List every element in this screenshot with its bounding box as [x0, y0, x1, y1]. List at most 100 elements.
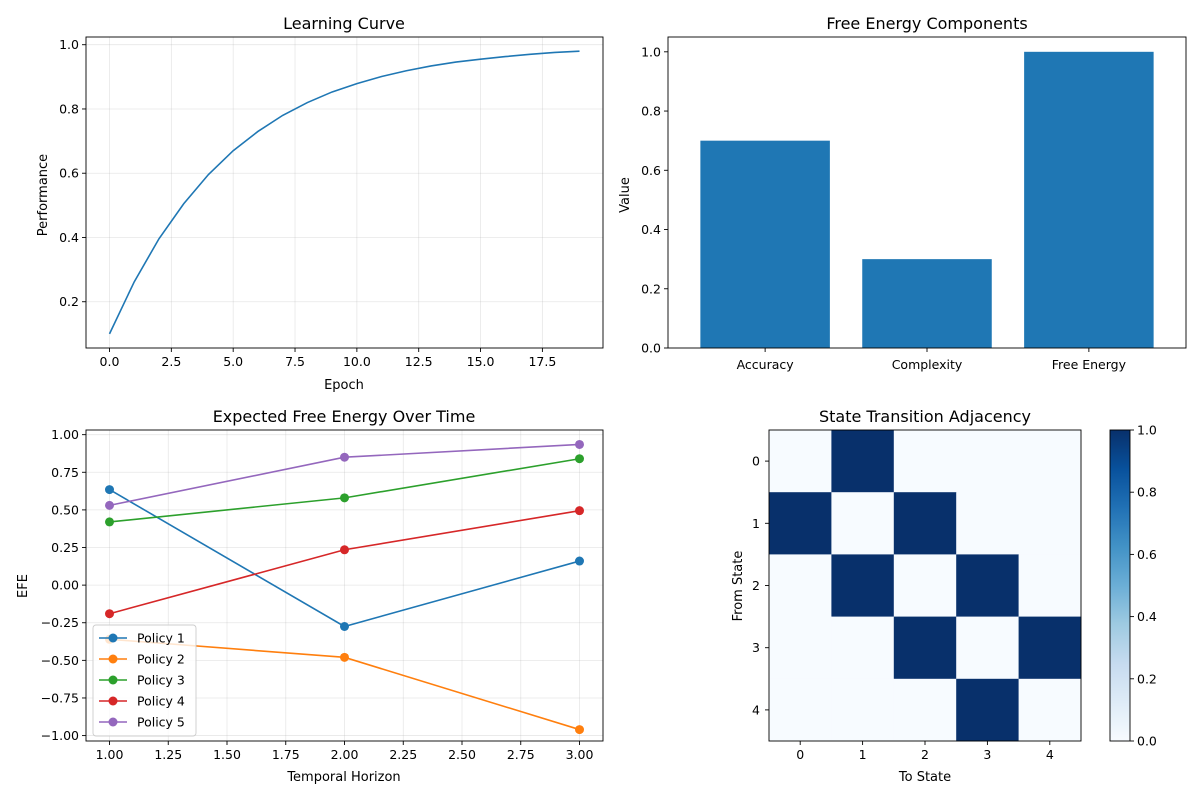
x-tick-label: 7.5: [285, 354, 305, 369]
free-energy-components-title: Free Energy Components: [826, 14, 1027, 33]
x-tick-label: Complexity: [892, 357, 963, 372]
policy-3-point: [575, 454, 584, 464]
heatmap-cell-3-0: [769, 616, 832, 680]
adjacency-title: State Transition Adjacency: [819, 407, 1031, 426]
learning-curve-frame: [85, 36, 604, 349]
y-tick-label: 0.6: [641, 163, 661, 178]
x-tick-label: 2.75: [507, 747, 535, 762]
y-tick-label: 1.0: [641, 44, 661, 59]
legend-label-policy-2: Policy 2: [137, 652, 185, 667]
policy-1-point: [575, 556, 584, 566]
legend-marker-policy-5: [108, 717, 118, 727]
x-tick-label: 3: [983, 747, 991, 762]
y-tick-label: 0.2: [641, 281, 661, 296]
legend-label-policy-3: Policy 3: [137, 673, 185, 688]
adjacency-ylabel: From State: [731, 551, 746, 622]
policy-2-point: [340, 652, 349, 662]
colorbar: [1110, 430, 1130, 741]
heatmap-cell-4-4: [1018, 678, 1082, 742]
policy-4-point: [105, 609, 114, 619]
y-tick-label: −1.00: [41, 728, 79, 743]
heatmap-cell-2-3: [956, 554, 1019, 617]
y-tick-label: 0.50: [51, 502, 79, 517]
free-energy-components-panel: Free Energy Components Value Accuracy Com…: [618, 14, 1187, 372]
x-tick-label: 12.5: [405, 354, 433, 369]
x-tick-label: 3.00: [566, 747, 594, 762]
policy-5-point: [340, 452, 349, 462]
legend-label-policy-4: Policy 4: [137, 694, 185, 709]
efe-xlabel: Temporal Horizon: [286, 770, 400, 785]
heatmap-cell-1-3: [956, 492, 1019, 555]
legend-marker-policy-3: [108, 675, 118, 685]
efe-marks: [105, 439, 584, 735]
y-tick-label: 0.8: [59, 101, 79, 116]
learning-curve-grid: [86, 37, 603, 348]
y-tick-label: 4: [752, 702, 760, 717]
heatmap-cell-2-2: [893, 554, 957, 617]
learning-curve-ylabel: Performance: [36, 154, 51, 236]
policy-5-point: [575, 439, 584, 449]
efe-legend: Policy 1 Policy 2 Policy 3 Policy 4 Policy 5: [92, 624, 197, 737]
heatmap-cell-4-2: [893, 678, 957, 742]
policy-3-point: [340, 493, 349, 503]
x-tick-label: 4: [1046, 747, 1054, 762]
policy-4-point: [340, 545, 349, 555]
y-tick-label: 0.6: [59, 166, 79, 181]
y-tick-label: 0.4: [641, 222, 661, 237]
efe-frame: [85, 429, 604, 742]
adjacency-cells: [769, 430, 1082, 742]
policy-3-point: [105, 517, 114, 527]
x-tick-label: 1.75: [272, 747, 300, 762]
heatmap-cell-0-4: [1018, 430, 1082, 493]
heatmap-cell-1-4: [1018, 492, 1082, 555]
heatmap-cell-2-1: [831, 554, 895, 617]
y-tick-label: 0.2: [59, 294, 79, 309]
efe-ylabel: EFE: [16, 574, 31, 598]
x-tick-label: 1.00: [96, 747, 124, 762]
colorbar-tick-label: 0.6: [1137, 547, 1157, 562]
y-tick-label: 1.00: [51, 427, 79, 442]
y-tick-label: 2: [752, 578, 760, 593]
legend-box: [92, 624, 197, 737]
free-energy-components-marks: [700, 51, 1154, 349]
heatmap-cell-2-0: [769, 554, 832, 617]
colorbar-frame: [1109, 429, 1131, 742]
y-tick-label: 1.0: [59, 37, 79, 52]
policy-5-point: [105, 500, 114, 510]
x-tick-label: 2.50: [448, 747, 476, 762]
y-tick-label: 3: [752, 640, 760, 655]
efe-title: Expected Free Energy Over Time: [213, 407, 476, 426]
heatmap-cell-3-2: [893, 616, 957, 680]
x-tick-label: 5.0: [223, 354, 243, 369]
x-tick-label: 2: [921, 747, 929, 762]
learning-curve-title: Learning Curve: [283, 14, 405, 33]
y-tick-label: −0.75: [41, 690, 79, 705]
heatmap-cell-3-1: [831, 616, 895, 680]
heatmap-cell-0-3: [956, 430, 1019, 493]
heatmap-cell-2-4: [1018, 554, 1082, 617]
y-tick-label: 0.8: [641, 104, 661, 119]
bar-free-energy: [1024, 51, 1154, 349]
colorbar-ticks: 0.0 0.2 0.4 0.6 0.8 1.0: [1130, 423, 1157, 749]
heatmap-cell-1-1: [831, 492, 895, 555]
x-tick-label: Free Energy: [1052, 357, 1127, 372]
colorbar-tick-label: 0.4: [1137, 609, 1157, 624]
heatmap-cell-4-0: [769, 678, 832, 742]
free-energy-components-frame: [667, 36, 1187, 349]
heatmap-cell-0-0: [769, 430, 832, 493]
x-tick-label: 0.0: [100, 354, 120, 369]
y-tick-label: 1: [752, 516, 760, 531]
y-tick-label: 0.25: [51, 540, 79, 555]
policy-1-point: [340, 622, 349, 632]
bar-accuracy: [700, 140, 830, 348]
adjacency-panel: State Transition Adjacency To State From…: [731, 407, 1157, 785]
x-tick-label: 1.50: [213, 747, 241, 762]
performance-line: [108, 50, 580, 335]
adjacency-ticks: 0 1 2 3 4 0 1 2 3 4: [752, 454, 1054, 762]
heatmap-cell-4-3: [956, 678, 1019, 742]
colorbar-tick-label: 0.0: [1137, 734, 1157, 749]
colorbar-tick-label: 0.2: [1137, 671, 1157, 686]
learning-curve-ticks: 0.0 2.5 5.0 7.5 10.0 12.5 15.0 17.5 0.2 0.4 0.6 0.8…: [59, 37, 556, 369]
bar-complexity: [862, 259, 992, 348]
y-tick-label: −0.50: [41, 653, 79, 668]
